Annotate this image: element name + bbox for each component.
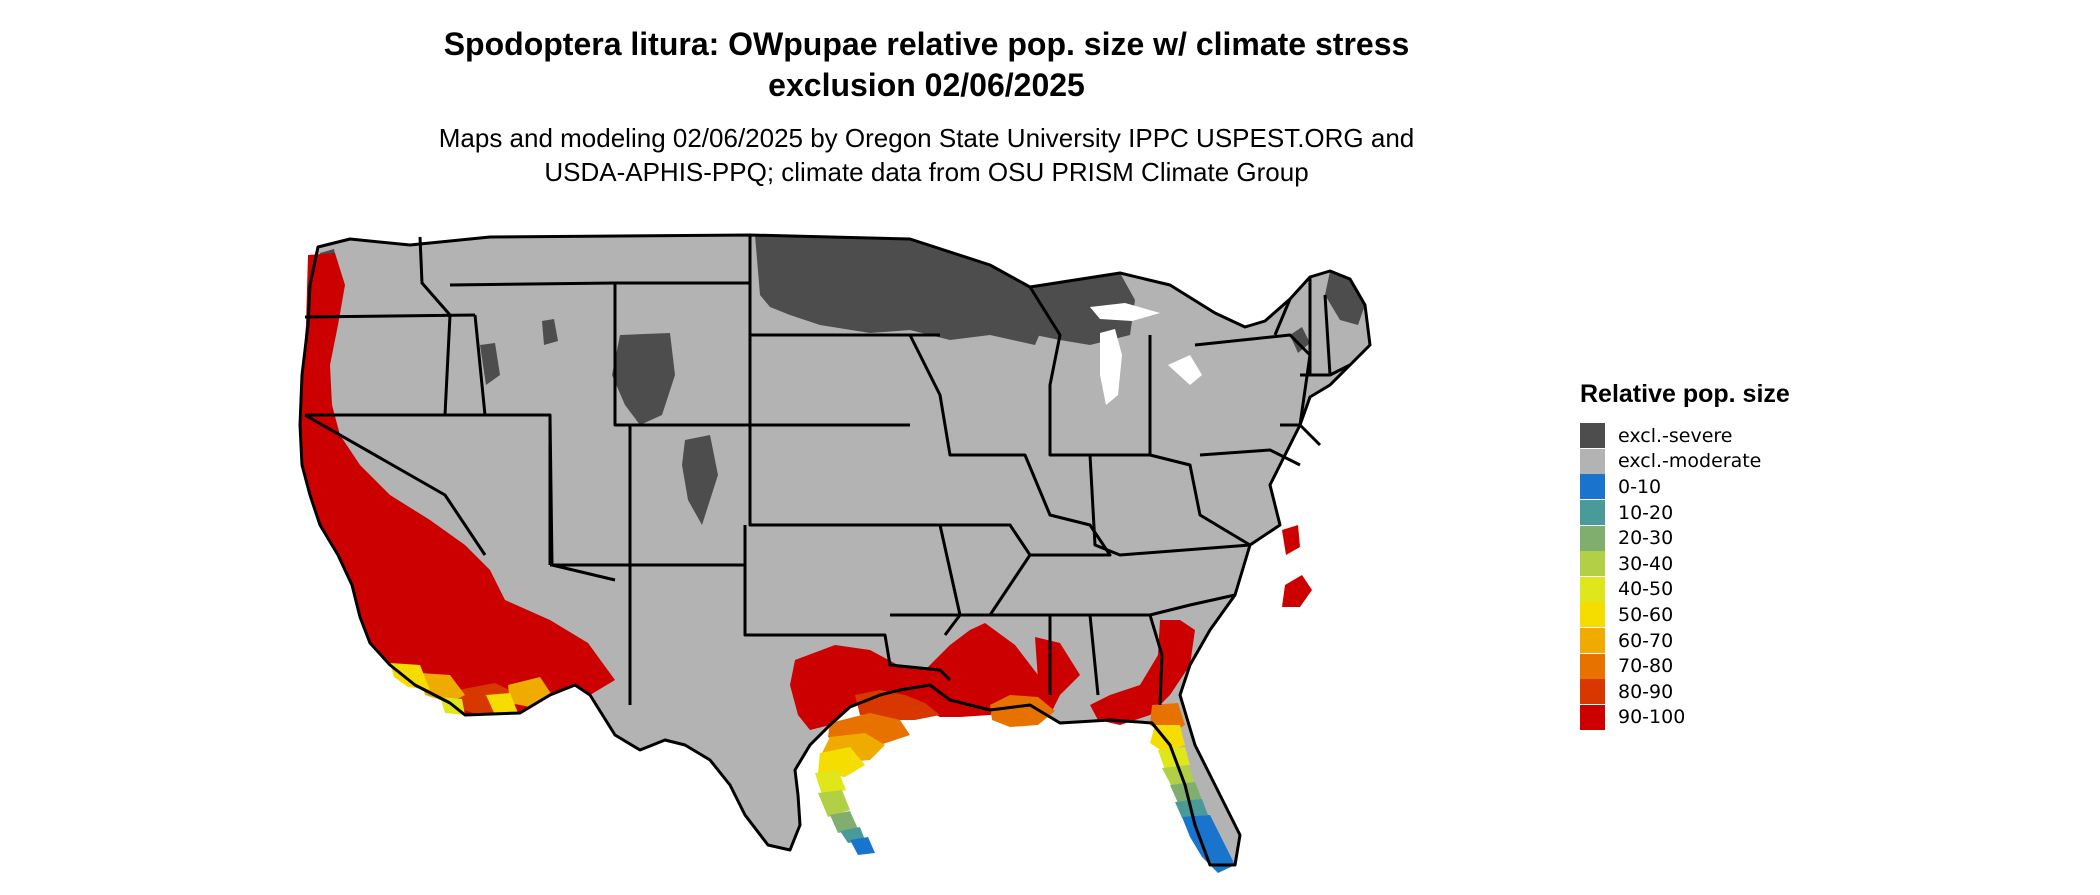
legend-label: 40-50	[1618, 578, 1674, 601]
legend-item: excl.-moderate	[1580, 448, 1790, 475]
legend-label: 10-20	[1618, 501, 1674, 524]
zone-30-40	[818, 765, 1195, 817]
map-title: Spodoptera litura: OWpupae relative pop.…	[0, 24, 1853, 106]
legend-swatch	[1580, 628, 1605, 654]
legend-title: Relative pop. size	[1580, 380, 1790, 408]
legend-swatch	[1580, 704, 1605, 730]
us-map	[298, 233, 1372, 873]
legend-swatch	[1580, 525, 1605, 551]
map-subtitle: Maps and modeling 02/06/2025 by Oregon S…	[0, 121, 1853, 189]
legend-item: 30-40	[1580, 551, 1790, 577]
legend-item: 60-70	[1580, 628, 1790, 654]
legend-swatch	[1580, 602, 1605, 628]
legend-rows: excl.-severe excl.-moderate 0-10 10-20 20-30…	[1580, 423, 1790, 730]
legend-item: 0-10	[1580, 474, 1790, 500]
legend-item: 10-20	[1580, 500, 1790, 526]
legend-item: 90-100	[1580, 704, 1790, 731]
legend-item: 70-80	[1580, 653, 1790, 679]
zone-60-70	[420, 673, 885, 763]
legend-item: 20-30	[1580, 525, 1790, 551]
legend-label: 70-80	[1618, 655, 1674, 678]
legend-swatch	[1580, 500, 1605, 526]
title-line-2: exclusion 02/06/2025	[768, 67, 1085, 103]
legend-swatch	[1580, 551, 1605, 577]
legend-label: 60-70	[1618, 629, 1674, 652]
legend-label: 30-40	[1618, 552, 1674, 575]
state-boundaries	[298, 233, 1372, 867]
legend-swatch	[1580, 423, 1605, 449]
legend-swatch	[1580, 653, 1605, 679]
great-lakes	[1090, 303, 1202, 405]
severe-exclusion-areas	[320, 235, 1365, 525]
legend-item: 80-90	[1580, 679, 1790, 705]
legend-item: 40-50	[1580, 576, 1790, 603]
legend-item: excl.-severe	[1580, 423, 1790, 449]
legend: Relative pop. size excl.-severe excl.-mod…	[1580, 380, 1790, 730]
legend-label: 50-60	[1618, 603, 1674, 626]
legend-label: 80-90	[1618, 680, 1674, 703]
legend-swatch	[1580, 474, 1605, 500]
legend-swatch	[1580, 576, 1605, 602]
legend-label: excl.-severe	[1618, 424, 1733, 447]
subtitle-line-2: USDA-APHIS-PPQ; climate data from OSU PR…	[544, 157, 1309, 187]
legend-label: 20-30	[1618, 527, 1674, 550]
legend-swatch	[1580, 448, 1605, 474]
zone-0-10	[850, 815, 1235, 873]
zone-20-30	[830, 782, 1202, 833]
subtitle-line-1: Maps and modeling 02/06/2025 by Oregon S…	[438, 123, 1415, 153]
legend-item: 50-60	[1580, 602, 1790, 628]
legend-swatch	[1580, 679, 1605, 705]
legend-label: 0-10	[1618, 475, 1662, 498]
zone-10-20	[840, 799, 1208, 843]
legend-label: 90-100	[1618, 706, 1686, 729]
title-line-1: Spodoptera litura: OWpupae relative pop.…	[443, 26, 1410, 62]
legend-label: excl.-moderate	[1618, 450, 1762, 473]
